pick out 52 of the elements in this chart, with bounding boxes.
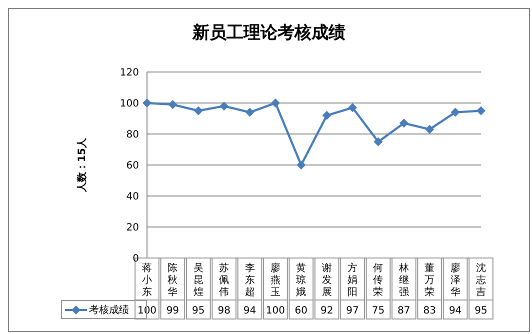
x-tick-label: 陈秋华 [168, 262, 178, 298]
y-tick-label: 0 [132, 254, 139, 265]
x-tick-label: 廖燕玉 [270, 262, 280, 298]
y-tick-label: 100 [120, 98, 139, 110]
point [322, 110, 332, 120]
x-tick-label: 沈志吉 [476, 262, 486, 298]
point [476, 106, 486, 116]
point [168, 100, 178, 110]
y-tick-label: 60 [126, 160, 139, 172]
y-tick-label: 40 [126, 192, 139, 203]
x-tick-label: 苏佩伟 [219, 262, 230, 298]
point [450, 108, 460, 117]
data-label: 97 [346, 306, 359, 316]
point [270, 98, 280, 108]
data-label: 95 [474, 306, 488, 316]
data-label: 75 [372, 306, 385, 316]
data-label: 94 [448, 306, 462, 316]
data-label: 99 [166, 306, 180, 316]
x-tick-label: 何传荣 [373, 263, 384, 298]
point [194, 106, 203, 116]
point [220, 102, 229, 111]
x-tick-label: 方娟阳 [348, 262, 358, 298]
data-label: 60 [294, 306, 308, 316]
chart-title: 新员工理论考核成绩 [191, 22, 346, 44]
point [425, 124, 434, 134]
data-label: 83 [423, 306, 436, 316]
x-tick-label: 李东超 [244, 262, 255, 298]
x-tick-label: 林继强 [398, 262, 409, 298]
point [348, 103, 358, 112]
x-tick-label: 廖泽华 [450, 262, 460, 298]
x-tick-label: 蒋小东 [142, 262, 152, 298]
data-label: 92 [320, 306, 334, 316]
data-label: 87 [398, 306, 410, 316]
x-tick-label: 谢发展 [322, 262, 332, 298]
y-tick-label: 20 [126, 222, 139, 234]
data-label: 100 [137, 306, 157, 316]
point [296, 160, 306, 170]
point [142, 98, 152, 108]
data-label: 98 [218, 306, 230, 316]
y-axis-title: 人数：15人 [76, 138, 89, 192]
data-label: 95 [192, 306, 205, 316]
point [245, 108, 254, 117]
point [399, 118, 408, 128]
data-label: 100 [266, 306, 286, 316]
x-tick-label: 黄琼娥 [296, 262, 306, 298]
point [374, 137, 383, 146]
x-tick-label: 吴昆煌 [193, 263, 204, 298]
y-tick-label: 120 [120, 68, 139, 79]
y-tick-label: 80 [126, 130, 139, 141]
legend-label: 考核成绩 [89, 304, 129, 316]
data-label: 94 [243, 306, 256, 316]
x-tick-label: 董万荣 [424, 262, 435, 298]
